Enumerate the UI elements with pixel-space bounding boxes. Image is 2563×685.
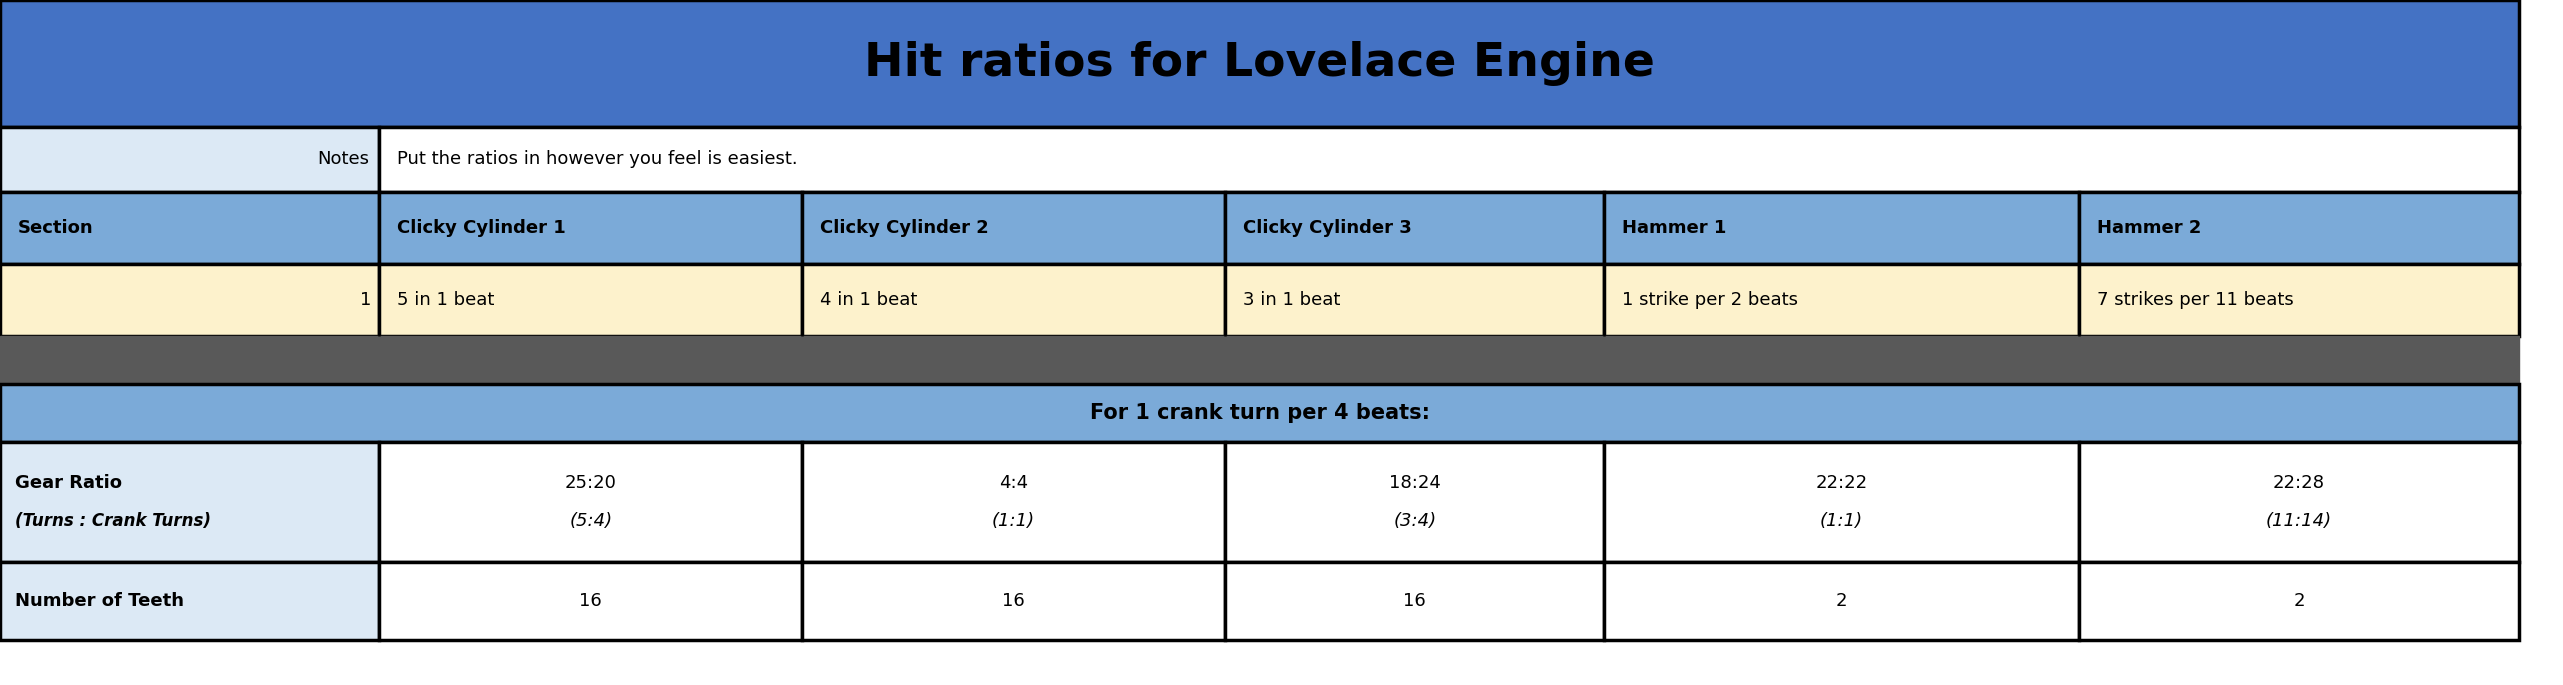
Text: 5 in 1 beat: 5 in 1 beat (397, 290, 495, 309)
Bar (1604, 442, 2079, 562)
Bar (379, 127, 2519, 192)
Text: Clicky Cylinder 3: Clicky Cylinder 3 (1243, 219, 1412, 237)
Bar (2079, 562, 2519, 640)
Bar (0, 127, 379, 192)
Bar (379, 442, 802, 562)
Bar (802, 562, 1225, 640)
Text: Put the ratios in however you feel is easiest.: Put the ratios in however you feel is ea… (397, 150, 797, 169)
Text: Notes: Notes (318, 150, 369, 169)
Text: 4 in 1 beat: 4 in 1 beat (820, 290, 918, 309)
Text: Clicky Cylinder 1: Clicky Cylinder 1 (397, 219, 566, 237)
Text: Hammer 1: Hammer 1 (1622, 219, 1727, 237)
Text: 22:22: 22:22 (1815, 473, 1868, 492)
Bar (802, 192, 1225, 264)
Text: 1 strike per 2 beats: 1 strike per 2 beats (1622, 290, 1799, 309)
Bar (0, 192, 379, 264)
Text: (Turns : Crank Turns): (Turns : Crank Turns) (15, 512, 210, 530)
Text: (3:4): (3:4) (1394, 512, 1435, 530)
Text: Number of Teeth: Number of Teeth (15, 592, 185, 610)
Text: 25:20: 25:20 (564, 473, 618, 492)
Text: 2: 2 (1835, 592, 1848, 610)
Text: 7 strikes per 11 beats: 7 strikes per 11 beats (2097, 290, 2294, 309)
Text: Gear Ratio: Gear Ratio (15, 473, 123, 492)
Text: Hit ratios for Lovelace Engine: Hit ratios for Lovelace Engine (864, 41, 1656, 86)
Text: 16: 16 (579, 592, 602, 610)
Bar (2079, 192, 2519, 264)
Bar (802, 442, 1225, 562)
Text: 3 in 1 beat: 3 in 1 beat (1243, 290, 1340, 309)
Bar (379, 192, 802, 264)
Bar (1604, 562, 2079, 640)
Bar (1604, 192, 2079, 264)
Bar (1604, 264, 2079, 336)
Text: 18:24: 18:24 (1389, 473, 1440, 492)
Text: Section: Section (18, 219, 95, 237)
Bar (379, 562, 802, 640)
Text: 16: 16 (1405, 592, 1425, 610)
Bar (0, 562, 379, 640)
Bar (379, 264, 802, 336)
Bar (2079, 442, 2519, 562)
Bar (0, 0, 2519, 127)
Text: 16: 16 (1002, 592, 1025, 610)
Text: 4:4: 4:4 (1000, 473, 1028, 492)
Text: 22:28: 22:28 (2273, 473, 2325, 492)
Text: (1:1): (1:1) (1820, 512, 1863, 530)
Bar (0, 384, 2519, 442)
Bar (0, 336, 2519, 384)
Text: (1:1): (1:1) (992, 512, 1035, 530)
Bar (1225, 264, 1604, 336)
Bar (1225, 442, 1604, 562)
Bar (802, 264, 1225, 336)
Bar (0, 442, 379, 562)
Text: For 1 crank turn per 4 beats:: For 1 crank turn per 4 beats: (1089, 403, 1430, 423)
Bar (1225, 562, 1604, 640)
Text: (11:14): (11:14) (2266, 512, 2332, 530)
Text: 1: 1 (361, 290, 372, 309)
Bar (1225, 192, 1604, 264)
Text: (5:4): (5:4) (569, 512, 613, 530)
Bar (2079, 264, 2519, 336)
Text: Clicky Cylinder 2: Clicky Cylinder 2 (820, 219, 989, 237)
Text: Hammer 2: Hammer 2 (2097, 219, 2202, 237)
Text: 2: 2 (2294, 592, 2304, 610)
Bar (0, 264, 379, 336)
